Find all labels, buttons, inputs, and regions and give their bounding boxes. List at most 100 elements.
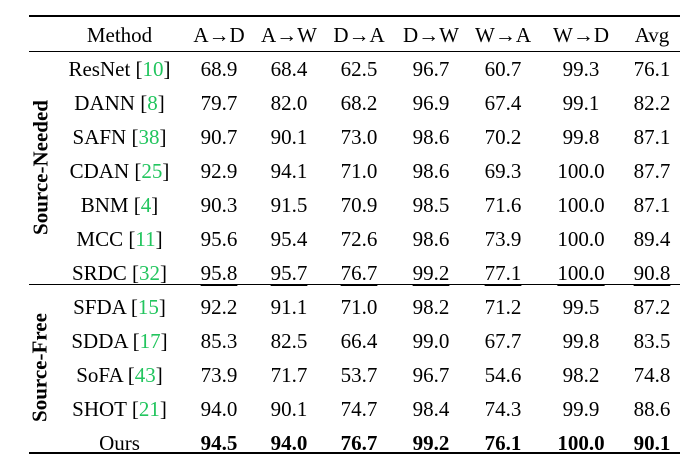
method-name: CDAN — [69, 159, 130, 183]
value: 74.7 — [340, 397, 378, 421]
value-cell: 53.7 — [323, 358, 395, 392]
value-cell: 68.9 — [183, 52, 255, 86]
method-name: SDDA — [71, 329, 128, 353]
value-cell: 70.2 — [467, 120, 539, 154]
method-cell: MCC [11] — [56, 222, 183, 256]
value-cell: 94.0 — [255, 426, 323, 460]
citation-number[interactable]: 8 — [147, 91, 158, 115]
value-cell: 94.0 — [183, 392, 255, 426]
method-name: SHOT — [72, 397, 127, 421]
citation-number[interactable]: 21 — [138, 397, 160, 421]
value: 100.0 — [557, 159, 605, 183]
value-cell: 90.1 — [623, 426, 681, 460]
value-cell: 100.0 — [539, 222, 623, 256]
value-cell: 99.2 — [395, 426, 467, 460]
value: 88.6 — [633, 397, 671, 421]
citation: [10] — [130, 57, 171, 81]
method-cell: SDDA [17] — [56, 324, 183, 358]
value-cell: 74.7 — [323, 392, 395, 426]
value: 99.2 — [412, 431, 450, 455]
value-cell: 90.7 — [183, 120, 255, 154]
table-top-rule — [29, 15, 680, 17]
citation: [21] — [126, 397, 167, 421]
value-cell: 76.7 — [323, 426, 395, 460]
value: 98.2 — [412, 295, 450, 319]
column-header: A→W — [261, 23, 317, 47]
value: 66.4 — [340, 329, 378, 353]
value: 95.4 — [270, 227, 308, 251]
value: 94.0 — [270, 431, 308, 455]
value-cell: 74.8 — [623, 358, 681, 392]
method-cell: SHOT [21] — [56, 392, 183, 426]
value-cell: 92.2 — [183, 290, 255, 324]
table-row: BNM [4] 90.3 91.5 70.9 98.5 71.6 100.0 87.1 — [56, 188, 681, 222]
value: 70.9 — [340, 193, 378, 217]
value-cell: 87.1 — [623, 120, 681, 154]
value-cell: 73.0 — [323, 120, 395, 154]
value-cell: 68.4 — [255, 52, 323, 86]
value: 98.2 — [562, 363, 600, 387]
value: 53.7 — [340, 363, 378, 387]
method-name: SoFA — [76, 363, 123, 387]
value-cell: 76.1 — [623, 52, 681, 86]
value: 76.1 — [633, 57, 671, 81]
method-name: ResNet — [68, 57, 131, 81]
value: 82.0 — [270, 91, 308, 115]
value: 100.0 — [557, 227, 605, 251]
value: 96.7 — [412, 57, 450, 81]
table-row: SFDA [15] 92.2 91.1 71.0 98.2 71.2 99.5 87.2 — [56, 290, 681, 324]
citation-number[interactable]: 15 — [137, 295, 159, 319]
value: 71.0 — [340, 159, 378, 183]
value: 99.0 — [412, 329, 450, 353]
citation-number[interactable]: 25 — [141, 159, 163, 183]
method-name: MCC — [76, 227, 124, 251]
value-cell: 95.6 — [183, 222, 255, 256]
value-cell: 100.0 — [539, 426, 623, 460]
value: 90.1 — [270, 397, 308, 421]
value-cell: 68.2 — [323, 86, 395, 120]
value: 95.8 — [200, 261, 238, 285]
method-cell: SoFA [43] — [56, 358, 183, 392]
value-cell: 99.9 — [539, 392, 623, 426]
citation-number[interactable]: 10 — [142, 57, 164, 81]
value-cell: 100.0 — [539, 188, 623, 222]
group-label-source-needed: Source-Needed — [28, 100, 53, 235]
citation-number[interactable]: 17 — [139, 329, 161, 353]
citation: [4] — [128, 193, 159, 217]
column-header: W→A — [475, 23, 531, 47]
value-cell: 98.6 — [395, 120, 467, 154]
value-cell: 71.0 — [323, 154, 395, 188]
citation-number[interactable]: 43 — [134, 363, 156, 387]
citation-number[interactable]: 11 — [135, 227, 156, 251]
value-cell: 76.7 — [323, 256, 395, 290]
value: 90.7 — [200, 125, 238, 149]
value-cell: 98.2 — [395, 290, 467, 324]
citation-number[interactable]: 32 — [139, 261, 161, 285]
value: 67.7 — [484, 329, 522, 353]
value-cell: 91.1 — [255, 290, 323, 324]
results-table: Method A→D A→W D→A D→W W→A W→D Avg ResNe… — [56, 18, 681, 460]
citation: [32] — [126, 261, 168, 285]
value-cell: 77.1 — [467, 256, 539, 290]
value-cell: 73.9 — [467, 222, 539, 256]
value-cell: 100.0 — [539, 256, 623, 290]
value: 82.2 — [633, 91, 671, 115]
value-cell: 87.2 — [623, 290, 681, 324]
value: 90.1 — [633, 431, 671, 455]
value: 98.6 — [412, 227, 450, 251]
column-header: D→W — [403, 23, 459, 47]
value: 74.3 — [484, 397, 522, 421]
value-cell: 99.8 — [539, 120, 623, 154]
value-cell: 72.6 — [323, 222, 395, 256]
citation-number[interactable]: 4 — [140, 193, 152, 217]
value-cell: 96.7 — [395, 52, 467, 86]
table-row: SAFN [38] 90.7 90.1 73.0 98.6 70.2 99.8 87.1 — [56, 120, 681, 154]
value: 98.6 — [412, 159, 450, 183]
citation-number[interactable]: 38 — [138, 125, 160, 149]
value: 94.1 — [270, 159, 308, 183]
column-header: A→D — [193, 23, 245, 47]
method-name: SRDC — [71, 261, 127, 285]
method-name: SAFN — [72, 125, 127, 149]
group-separator-rule — [29, 284, 680, 285]
value: 62.5 — [340, 57, 378, 81]
